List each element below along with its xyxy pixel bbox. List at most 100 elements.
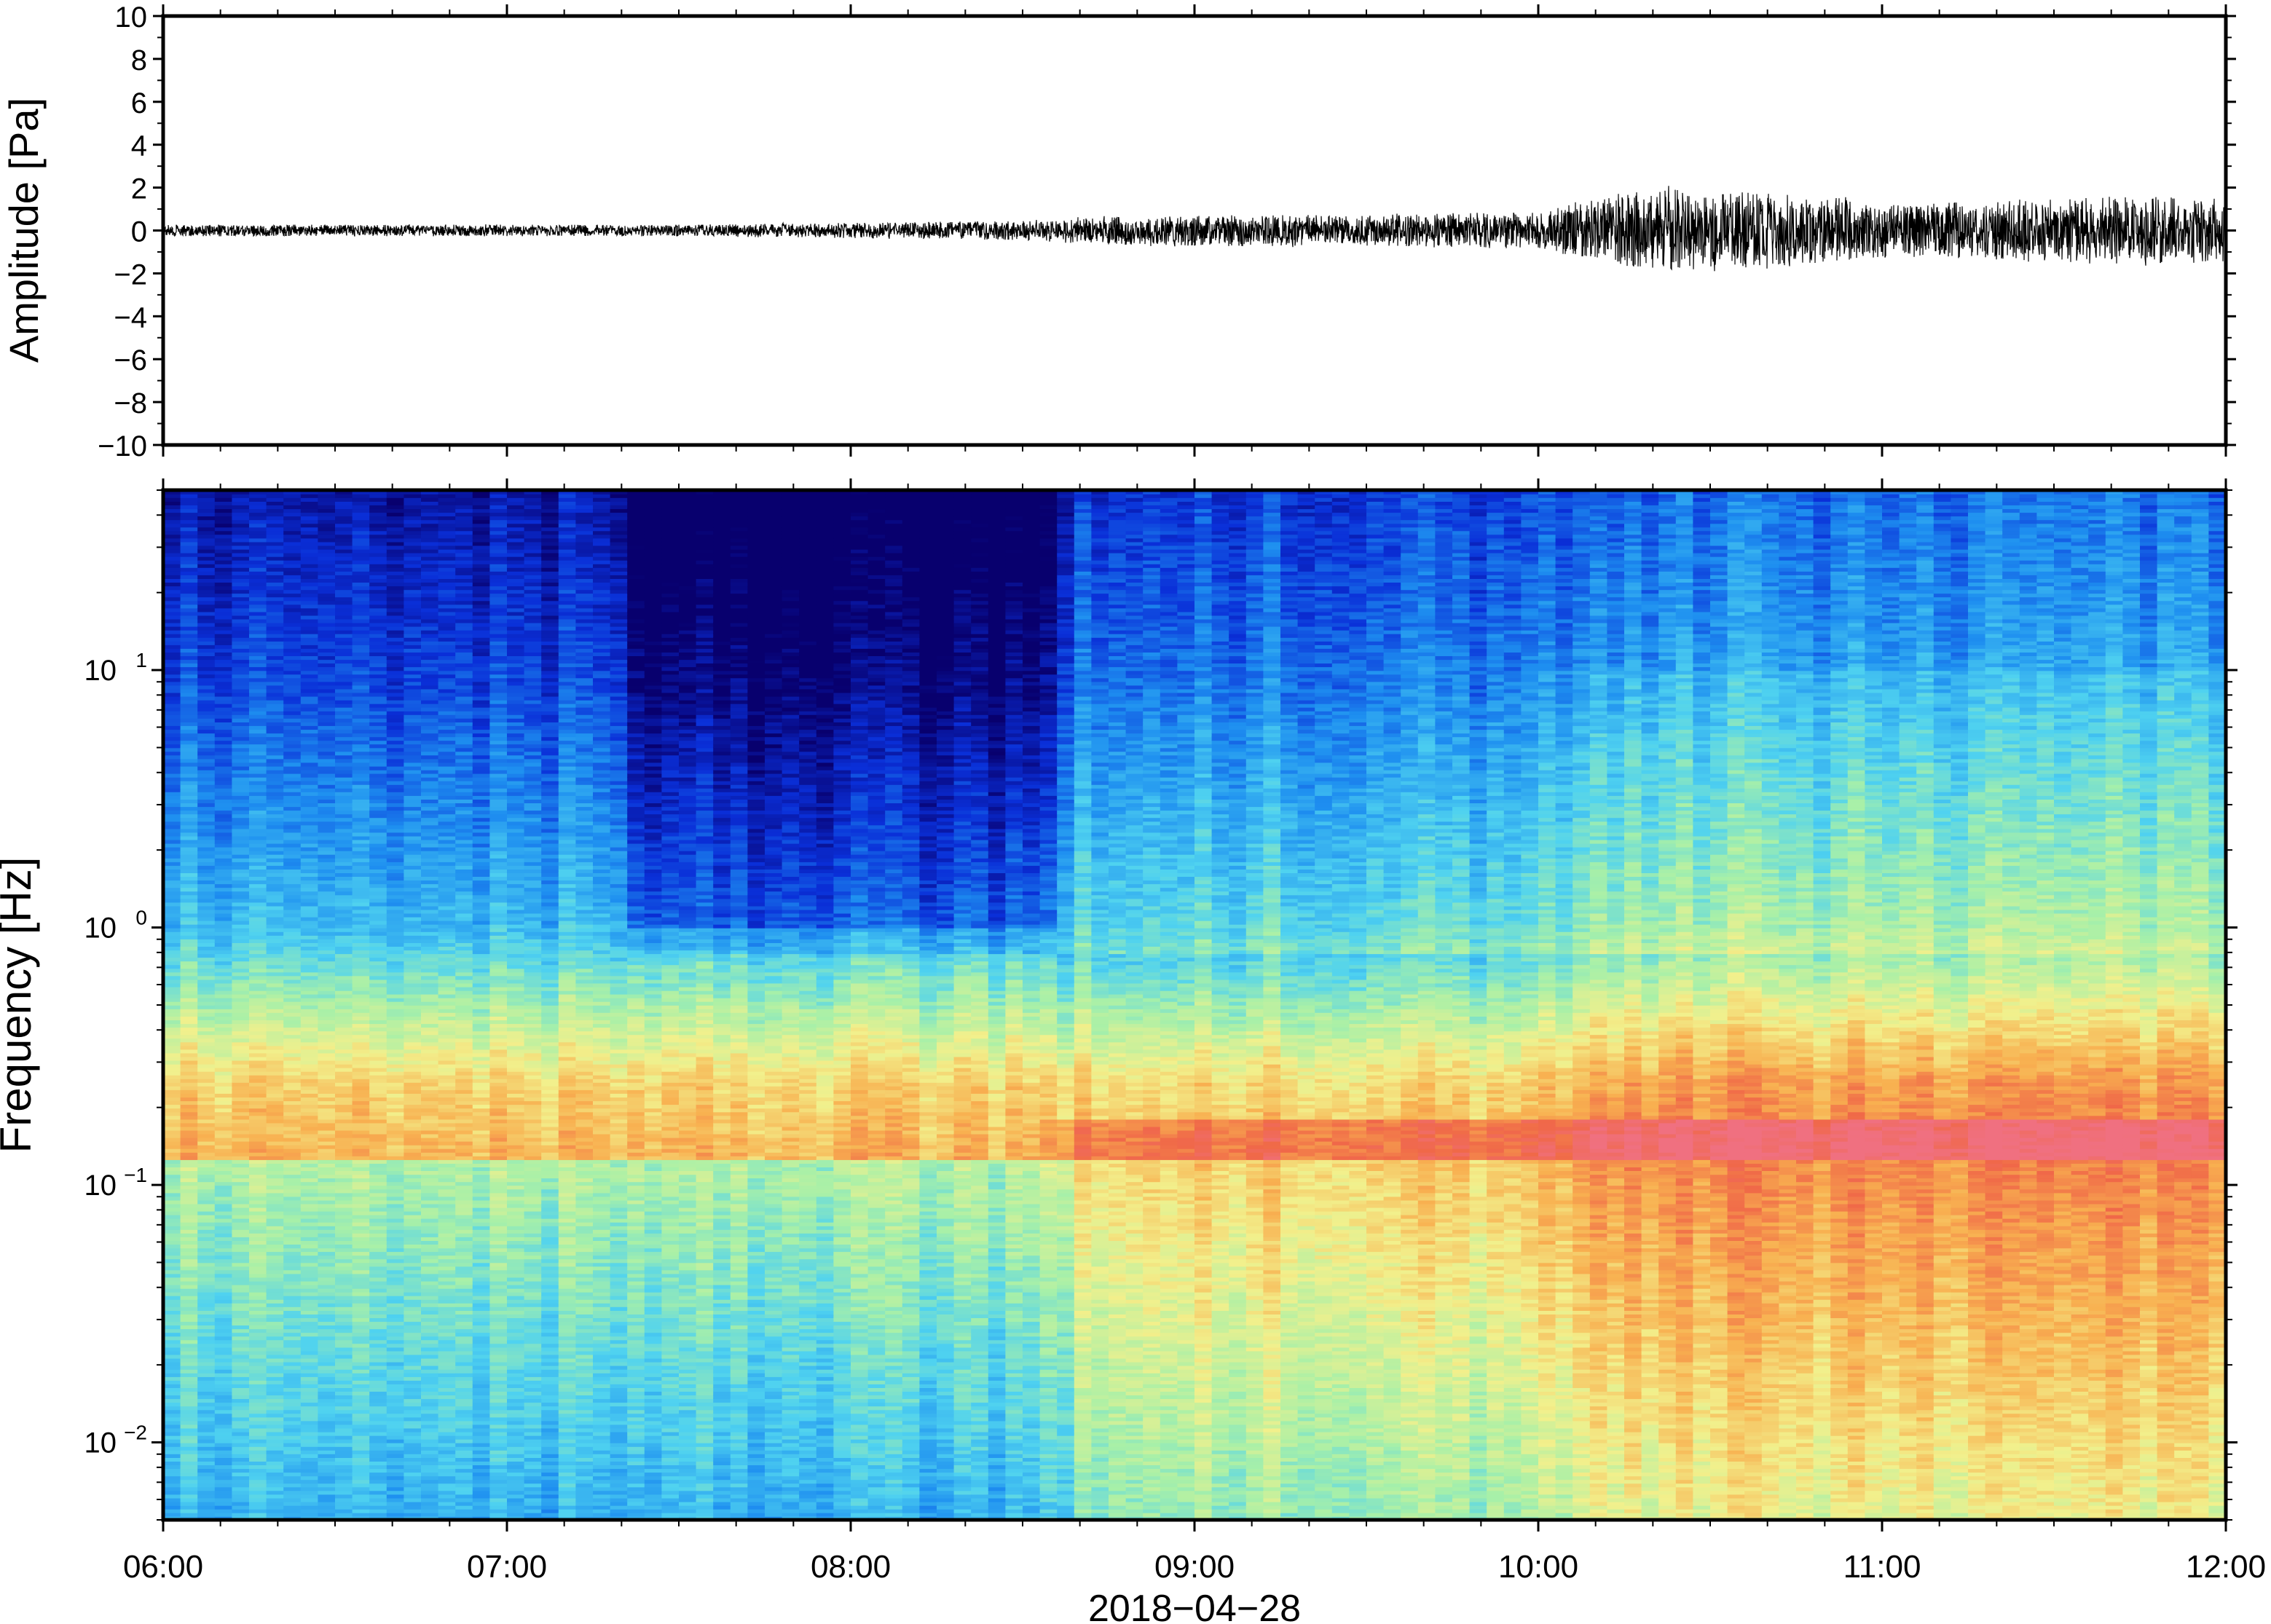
- spectrogram-cell: [369, 862, 387, 866]
- spectrogram-cell: [214, 887, 233, 892]
- spectrogram-cell: [318, 1226, 336, 1230]
- spectrogram-cell: [369, 1468, 387, 1473]
- spectrogram-cell: [438, 1339, 456, 1344]
- spectrogram-cell: [404, 744, 422, 749]
- spectrogram-cell: [404, 887, 422, 892]
- spectrogram-cell: [335, 1130, 353, 1135]
- spectrogram-cell: [197, 751, 216, 756]
- spectrogram-cell: [386, 1450, 405, 1454]
- spectrogram-cell: [249, 1269, 267, 1274]
- spectrogram-cell: [232, 1479, 250, 1484]
- spectrogram-cell: [232, 1350, 250, 1355]
- spectrogram-cell: [421, 699, 439, 704]
- spectrogram-cell: [404, 817, 422, 822]
- spectrogram-cell: [318, 916, 336, 921]
- spectrogram-cell: [335, 519, 353, 524]
- spectrogram-cell: [438, 1056, 456, 1061]
- spectrogram-cell: [352, 1023, 370, 1028]
- spectrogram-cell: [283, 928, 302, 932]
- spectrogram-cell: [214, 1501, 233, 1506]
- spectrogram-cell: [352, 942, 370, 947]
- spectrogram-cell: [300, 1306, 319, 1311]
- spectrogram-cell: [386, 1185, 405, 1190]
- spectrogram-cell: [386, 505, 405, 510]
- spectrogram-cell: [249, 1273, 267, 1278]
- spectrogram-cell: [369, 997, 387, 1002]
- spectrogram-cell: [318, 600, 336, 605]
- spectrogram-cell: [386, 655, 405, 661]
- spectrogram-cell: [386, 1443, 405, 1447]
- spectrogram-cell: [404, 1199, 422, 1205]
- spectrogram-cell: [163, 1431, 181, 1436]
- spectrogram-cell: [249, 670, 267, 675]
- spectrogram-cell: [300, 1468, 319, 1473]
- spectrogram-cell: [404, 931, 422, 936]
- spectrogram-cell: [180, 559, 198, 564]
- spectrogram-cell: [214, 968, 233, 973]
- spectrogram-cell: [232, 843, 250, 848]
- spectrogram-cell: [455, 1450, 473, 1454]
- spectrogram-cell: [249, 846, 267, 851]
- spectrogram-cell: [318, 637, 336, 642]
- spectrogram-cell: [438, 1354, 456, 1359]
- spectrogram-cell: [163, 537, 181, 543]
- spectrogram-cell: [318, 1486, 336, 1491]
- spectrogram-cell: [386, 902, 405, 907]
- spectrogram-cell: [369, 1483, 387, 1488]
- spectrogram-cell: [214, 559, 233, 564]
- spectrogram-cell: [404, 637, 422, 642]
- spectrogram-cell: [249, 1218, 267, 1223]
- spectrogram-cell: [300, 559, 319, 564]
- spectrogram-cell: [180, 902, 198, 907]
- spectrogram-cell: [421, 971, 439, 977]
- spectrogram-cell: [197, 505, 216, 510]
- spectrogram-cell: [232, 824, 250, 829]
- spectrogram-cell: [214, 1203, 233, 1208]
- spectrogram-cell: [318, 990, 336, 995]
- spectrogram-cell: [438, 626, 456, 631]
- spectrogram-cell: [300, 586, 319, 591]
- spectrogram-cell: [163, 902, 181, 907]
- spectrogram-cell: [318, 1174, 336, 1179]
- spectrogram-cell: [421, 1296, 439, 1300]
- spectrogram-cell: [266, 762, 284, 767]
- spectrogram-cell: [163, 729, 181, 734]
- spectrogram-cell: [335, 744, 353, 749]
- spectrogram-cell: [300, 729, 319, 734]
- spectrogram-cell: [300, 1203, 319, 1208]
- spectrogram-cell: [266, 858, 284, 862]
- spectrogram-cell: [197, 1056, 216, 1061]
- spectrogram-cell: [369, 1512, 387, 1517]
- spectrogram-cell: [386, 1163, 405, 1167]
- spectrogram-cell: [180, 1108, 198, 1113]
- spectrogram-cell: [421, 645, 439, 649]
- spectrogram-cell: [266, 1350, 284, 1355]
- spectrogram-cell: [180, 880, 198, 885]
- spectrogram-cell: [266, 541, 284, 546]
- spectrogram-cell: [318, 1472, 336, 1477]
- spectrogram-cell: [232, 883, 250, 888]
- spectrogram-cell: [197, 1402, 216, 1407]
- spectrogram-cell: [369, 505, 387, 510]
- spectrogram-cell: [404, 534, 422, 539]
- spectrogram-cell: [214, 1446, 233, 1451]
- spectrogram-cell: [197, 1079, 216, 1083]
- spectrogram-cell: [318, 1501, 336, 1506]
- spectrogram-cell: [335, 537, 353, 543]
- spectrogram-cell: [266, 593, 284, 598]
- spectrogram-cell: [352, 586, 370, 591]
- spectrogram-cell: [318, 1391, 336, 1396]
- spectrogram-cell: [404, 556, 422, 561]
- spectrogram-cell: [386, 1251, 405, 1256]
- spectrogram-cell: [318, 1203, 336, 1208]
- spectrogram-cell: [249, 1427, 267, 1432]
- spectrogram-cell: [369, 559, 387, 564]
- spectrogram-cell: [404, 909, 422, 914]
- spectrogram-cell: [180, 769, 198, 774]
- spectrogram-cell: [386, 1483, 405, 1488]
- spectrogram-cell: [249, 1350, 267, 1355]
- spectrogram-cell: [266, 1494, 284, 1499]
- spectrogram-cell: [266, 968, 284, 973]
- spectrogram-cell: [318, 1255, 336, 1260]
- spectrogram-cell: [197, 1041, 216, 1046]
